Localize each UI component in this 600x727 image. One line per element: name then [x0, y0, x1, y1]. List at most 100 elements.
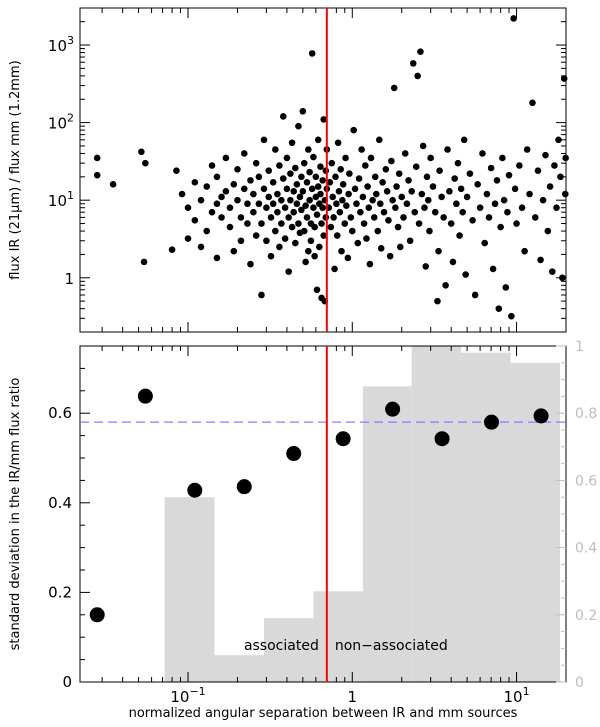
top-scatter-point	[332, 173, 339, 181]
top-scatter-point	[339, 181, 347, 188]
top-y-tick-label: 102	[48, 112, 74, 133]
top-scatter-point	[278, 196, 285, 204]
top-scatter-point	[278, 220, 285, 227]
histogram-bar	[362, 386, 412, 682]
top-scatter-point	[331, 265, 338, 273]
top-scatter-point	[109, 181, 117, 188]
top-scatter-point	[218, 214, 225, 221]
top-scatter-point	[346, 170, 353, 177]
top-scatter-point	[521, 247, 528, 255]
top-scatter-point	[252, 159, 260, 167]
top-scatter-point	[314, 136, 322, 144]
annotation-associated: associated	[244, 638, 319, 654]
top-scatter-point	[298, 173, 305, 181]
top-scatter-series	[93, 15, 569, 320]
top-scatter-point	[240, 185, 248, 193]
top-scatter-point	[375, 136, 383, 144]
top-scatter-point	[305, 146, 312, 153]
top-scatter-point	[403, 200, 411, 208]
top-scatter-point	[350, 126, 357, 134]
top-scatter-point	[305, 247, 312, 255]
top-scatter-point	[288, 139, 296, 147]
top-scatter-point	[504, 208, 511, 216]
top-scatter-point	[555, 136, 562, 144]
top-scatter-point	[446, 188, 453, 195]
top-scatter-point	[295, 220, 302, 227]
top-scatter-point	[479, 150, 486, 157]
bottom-x-tick-label: 1	[348, 688, 358, 706]
top-scatter-point	[310, 153, 317, 161]
top-scatter-point	[252, 232, 260, 239]
top-scatter-point	[366, 260, 374, 268]
top-scatter-point	[218, 193, 225, 201]
top-scatter-point	[299, 107, 307, 115]
top-scatter-point	[354, 239, 362, 247]
top-y-tick-label: 103	[48, 34, 74, 55]
top-scatter-point	[255, 173, 263, 181]
top-scatter-point	[345, 190, 352, 198]
top-scatter-point	[476, 204, 484, 212]
top-scatter-point	[274, 190, 281, 198]
top-scatter-point	[415, 220, 423, 227]
bottom-y-tick-label: 0.4	[48, 494, 72, 512]
top-scatter-point	[313, 211, 321, 219]
top-scatter-point	[285, 268, 292, 275]
top-scatter-point	[213, 254, 221, 262]
top-scatter-point	[335, 188, 343, 195]
top-scatter-point	[330, 214, 337, 221]
bottom-scatter-point	[286, 446, 302, 462]
top-scatter-point	[489, 265, 497, 273]
top-scatter-point	[360, 220, 368, 227]
bottom-right-y-tick-label: 1	[575, 339, 584, 355]
top-scatter-point	[267, 214, 275, 221]
top-scatter-point	[383, 188, 391, 195]
top-scatter-point	[203, 227, 211, 235]
top-scatter-point	[431, 208, 439, 216]
bottom-right-y-tick-label: 0.2	[575, 608, 597, 624]
top-scatter-point	[380, 208, 388, 216]
top-scatter-point	[424, 196, 432, 204]
top-scatter-point	[398, 193, 406, 201]
top-scatter-point	[93, 154, 101, 162]
bottom-scatter-point	[187, 482, 203, 498]
bottom-scatter-point	[335, 431, 351, 447]
top-scatter-point	[353, 200, 360, 208]
top-scatter-point	[553, 204, 560, 212]
bottom-right-y-tick-label: 0	[575, 675, 584, 691]
top-scatter-point	[388, 157, 395, 165]
top-scatter-point	[500, 196, 508, 204]
top-scatter-point	[300, 159, 308, 167]
top-scatter-point	[234, 166, 241, 173]
top-scatter-point	[374, 227, 382, 235]
top-scatter-point	[386, 252, 394, 260]
top-scatter-point	[290, 188, 298, 195]
top-scatter-point	[283, 154, 291, 162]
top-scatter-point	[288, 223, 296, 231]
top-scatter-point	[418, 190, 426, 198]
top-scatter-point	[178, 190, 186, 198]
top-scatter-point	[265, 167, 273, 174]
top-scatter-point	[548, 268, 556, 275]
top-scatter-point	[329, 193, 337, 201]
bottom-x-tick-label: 101	[504, 685, 530, 706]
top-scatter-point	[505, 171, 513, 179]
top-scatter-point	[240, 150, 248, 157]
top-scatter-point	[513, 220, 520, 227]
top-scatter-point	[419, 142, 427, 150]
top-scatter-point	[361, 162, 369, 169]
top-scatter-point	[355, 175, 363, 182]
top-scatter-point	[292, 164, 299, 172]
top-scatter-point	[293, 181, 301, 188]
top-scatter-point	[364, 183, 371, 190]
top-scatter-point	[471, 291, 479, 299]
top-scatter-point	[347, 214, 355, 221]
top-scatter-point	[279, 113, 287, 120]
histogram-bar	[510, 362, 561, 682]
top-scatter-point	[320, 116, 328, 123]
top-scatter-point	[495, 305, 503, 312]
bottom-right-y-tick-label: 0.4	[575, 541, 597, 557]
top-scatter-point	[409, 60, 417, 67]
top-scatter-point	[440, 214, 447, 221]
